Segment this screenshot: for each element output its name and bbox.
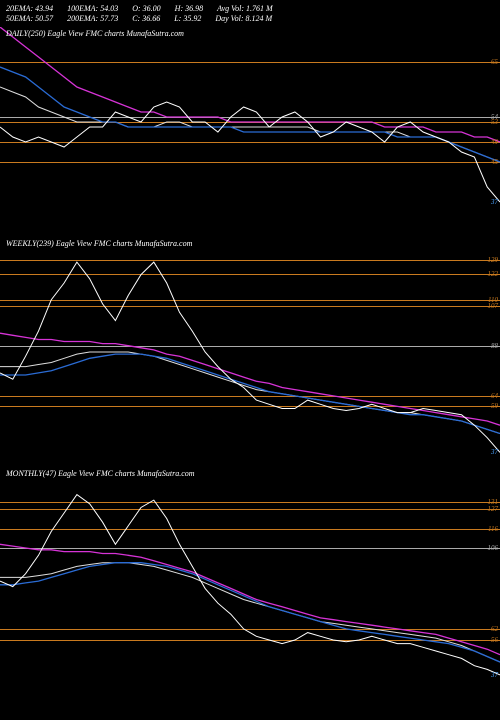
ma-magenta-line	[0, 27, 500, 142]
panel-title: MONTHLY(47) Eagle View FMC charts Munafa…	[6, 469, 195, 478]
level-label: 122	[488, 270, 499, 278]
stat-item: O: 36.00	[132, 4, 160, 13]
ma-white-line	[0, 352, 500, 434]
ma-white-line	[0, 562, 500, 661]
level-label: 56	[491, 636, 498, 644]
level-label: 64	[491, 392, 498, 400]
level-label: 49	[491, 138, 498, 146]
level-label: 116	[488, 525, 498, 533]
level-label: 88	[491, 342, 498, 350]
panel-title: WEEKLY(239) Eagle View FMC charts Munafa…	[6, 239, 192, 248]
ma-magenta-line	[0, 544, 500, 654]
stat-item: 50EMA: 50.57	[6, 14, 53, 23]
chart-panel-monthly: MONTHLY(47) Eagle View FMC charts Munafa…	[0, 467, 500, 697]
stat-item: H: 36.98	[175, 4, 203, 13]
chart-area: 131127116106625637	[0, 467, 500, 697]
chart-area: 12912211010788645937	[0, 237, 500, 467]
ma-blue-line	[0, 67, 500, 162]
stat-item: Avg Vol: 1.761 M	[217, 4, 273, 13]
last-price-label: 37	[491, 448, 498, 456]
stats-header: 20EMA: 43.94 100EMA: 54.03 O: 36.00 H: 36.9…	[0, 0, 500, 27]
series-overlay	[0, 237, 500, 467]
stats-row-2: 50EMA: 50.57 200EMA: 57.73 C: 36.66 L: 35.9…	[6, 14, 494, 24]
stat-item: L: 35.92	[174, 14, 201, 23]
series-overlay	[0, 27, 500, 237]
panels-container: DAILY(250) Eagle View FMC charts MunafaS…	[0, 27, 500, 697]
level-label: 59	[491, 402, 498, 410]
stat-item: 200EMA: 57.73	[67, 14, 118, 23]
level-label: 65	[491, 58, 498, 66]
stat-item: 100EMA: 54.03	[67, 4, 118, 13]
last-price-label: 37	[491, 671, 498, 679]
chart-panel-weekly: WEEKLY(239) Eagle View FMC charts Munafa…	[0, 237, 500, 467]
price-line	[0, 262, 500, 452]
level-label: 45	[491, 158, 498, 166]
level-label: 106	[488, 544, 499, 552]
chart-panel-daily: DAILY(250) Eagle View FMC charts MunafaS…	[0, 27, 500, 237]
level-label: 62	[491, 625, 498, 633]
series-overlay	[0, 467, 500, 697]
last-price-label: 37	[491, 198, 498, 206]
ma-white-line	[0, 87, 500, 162]
price-line	[0, 494, 500, 674]
stat-item: 20EMA: 43.94	[6, 4, 53, 13]
level-label: 107	[488, 302, 499, 310]
stat-item: Day Vol: 8.124 M	[215, 14, 272, 23]
panel-title: DAILY(250) Eagle View FMC charts MunafaS…	[6, 29, 184, 38]
price-line	[0, 102, 500, 202]
stat-item: C: 36.66	[132, 14, 160, 23]
ma-blue-line	[0, 562, 500, 661]
level-label: 127	[488, 505, 499, 513]
stats-row-1: 20EMA: 43.94 100EMA: 54.03 O: 36.00 H: 36.9…	[6, 4, 494, 14]
ma-magenta-line	[0, 333, 500, 425]
level-label: 129	[488, 256, 499, 264]
level-label: 53	[491, 118, 498, 126]
chart-area: 655453494537	[0, 27, 500, 237]
